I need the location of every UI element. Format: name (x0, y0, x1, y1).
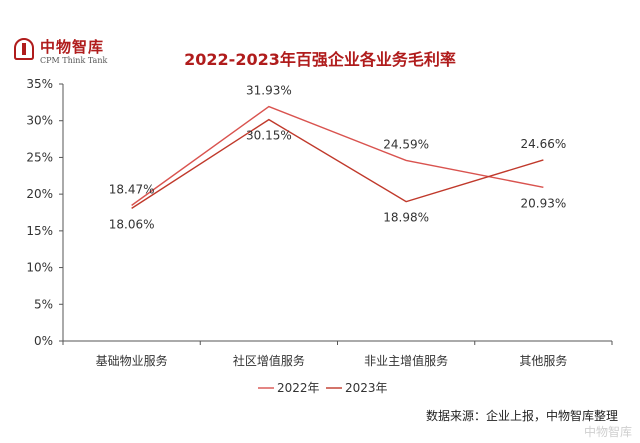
data-label: 18.47% (109, 182, 155, 196)
data-label: 31.93% (246, 84, 292, 98)
x-tick-label: 非业主增值服务 (364, 353, 448, 368)
x-tick-label: 其他服务 (519, 353, 567, 368)
data-label: 24.66% (520, 137, 566, 151)
data-source-note: 数据来源：企业上报，中物智库整理 (425, 409, 618, 423)
y-tick-label: 20% (26, 187, 53, 201)
logo-name: 中物智库 (40, 38, 105, 56)
data-label: 18.06% (109, 217, 155, 231)
chart-title: 2022-2023年百强企业各业务毛利率 (184, 50, 456, 69)
x-tick-label: 社区增值服务 (233, 353, 305, 368)
watermark: 中物智库 (583, 425, 632, 439)
y-tick-label: 35% (26, 77, 53, 91)
y-tick-label: 10% (26, 261, 53, 275)
series-line-2023 (131, 118, 544, 209)
y-tick-label: 30% (26, 114, 53, 128)
data-label: 18.98% (383, 211, 429, 225)
y-tick-label: 25% (26, 150, 53, 164)
legend-label: 2023年 (345, 381, 388, 395)
legend-label: 2022年 (277, 381, 320, 395)
logo: 中物智库 CPM Think Tank (14, 36, 124, 70)
y-tick-label: 5% (34, 297, 53, 311)
data-label: 24.59% (383, 137, 429, 151)
series-line-2022 (131, 105, 544, 206)
y-tick-label: 15% (26, 224, 53, 238)
data-label: 20.93% (520, 196, 566, 210)
logo-subtitle: CPM Think Tank (40, 56, 108, 65)
data-label: 30.15% (246, 129, 292, 143)
x-tick-label: 基础物业服务 (96, 353, 168, 368)
y-tick-label: 0% (34, 334, 53, 348)
logo-mark-icon (14, 38, 34, 60)
